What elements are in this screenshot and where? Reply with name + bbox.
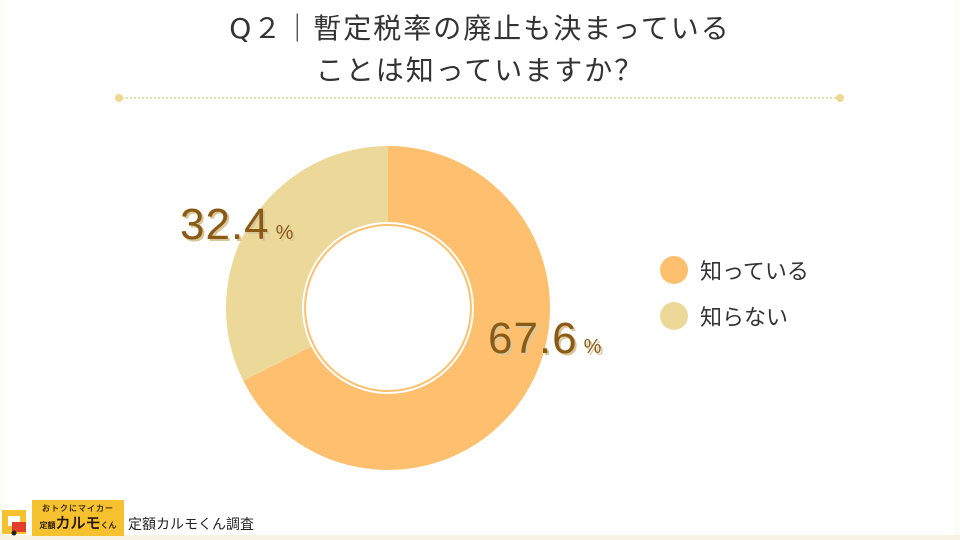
legend-item-dont-know: 知らない bbox=[660, 293, 809, 339]
title-line-2: ことは知っていますか？ bbox=[315, 54, 645, 87]
inner-ring bbox=[304, 224, 472, 392]
legend-item-know: 知っている bbox=[660, 247, 809, 293]
logo-tagline: おトクにマイカー bbox=[42, 504, 114, 513]
label-dont-know-value: 32.4 bbox=[180, 200, 270, 249]
logo-prefix: 定額 bbox=[39, 521, 56, 530]
label-know-value: 67.6 bbox=[488, 314, 578, 363]
donut-chart bbox=[225, 146, 550, 470]
car-logo-icon bbox=[2, 510, 26, 536]
legend-swatch-know bbox=[660, 256, 688, 284]
label-dont-know: 32.4% bbox=[180, 200, 294, 250]
page-title: Q２｜暫定税率の廃止も決まっている ことは知っていますか？ bbox=[0, 8, 960, 92]
label-know: 67.6% bbox=[488, 314, 602, 364]
logo-name: 定額カルモくん bbox=[39, 516, 116, 531]
donut-hole bbox=[308, 228, 468, 388]
chart-legend: 知っている 知らない bbox=[660, 247, 809, 339]
legend-label-dont-know: 知らない bbox=[700, 306, 789, 331]
divider-dot-right bbox=[836, 94, 844, 102]
brand-logo: おトクにマイカー 定額カルモくん bbox=[32, 500, 124, 536]
title-divider bbox=[118, 97, 844, 99]
survey-credit: 定額カルモくん調査 bbox=[128, 517, 254, 533]
footer: おトクにマイカー 定額カルモくん 定額カルモくん調査 bbox=[0, 498, 254, 536]
logo-suffix: くん bbox=[100, 521, 117, 530]
logo-main: カルモ bbox=[55, 514, 101, 532]
legend-label-know: 知っている bbox=[700, 260, 809, 285]
bottom-strip bbox=[0, 535, 960, 540]
divider-dot-left bbox=[115, 94, 123, 102]
label-dont-know-unit: % bbox=[275, 222, 295, 244]
label-know-unit: % bbox=[583, 336, 603, 358]
title-line-1: Q２｜暫定税率の廃止も決まっている bbox=[229, 12, 731, 45]
legend-swatch-dont-know bbox=[660, 302, 688, 330]
